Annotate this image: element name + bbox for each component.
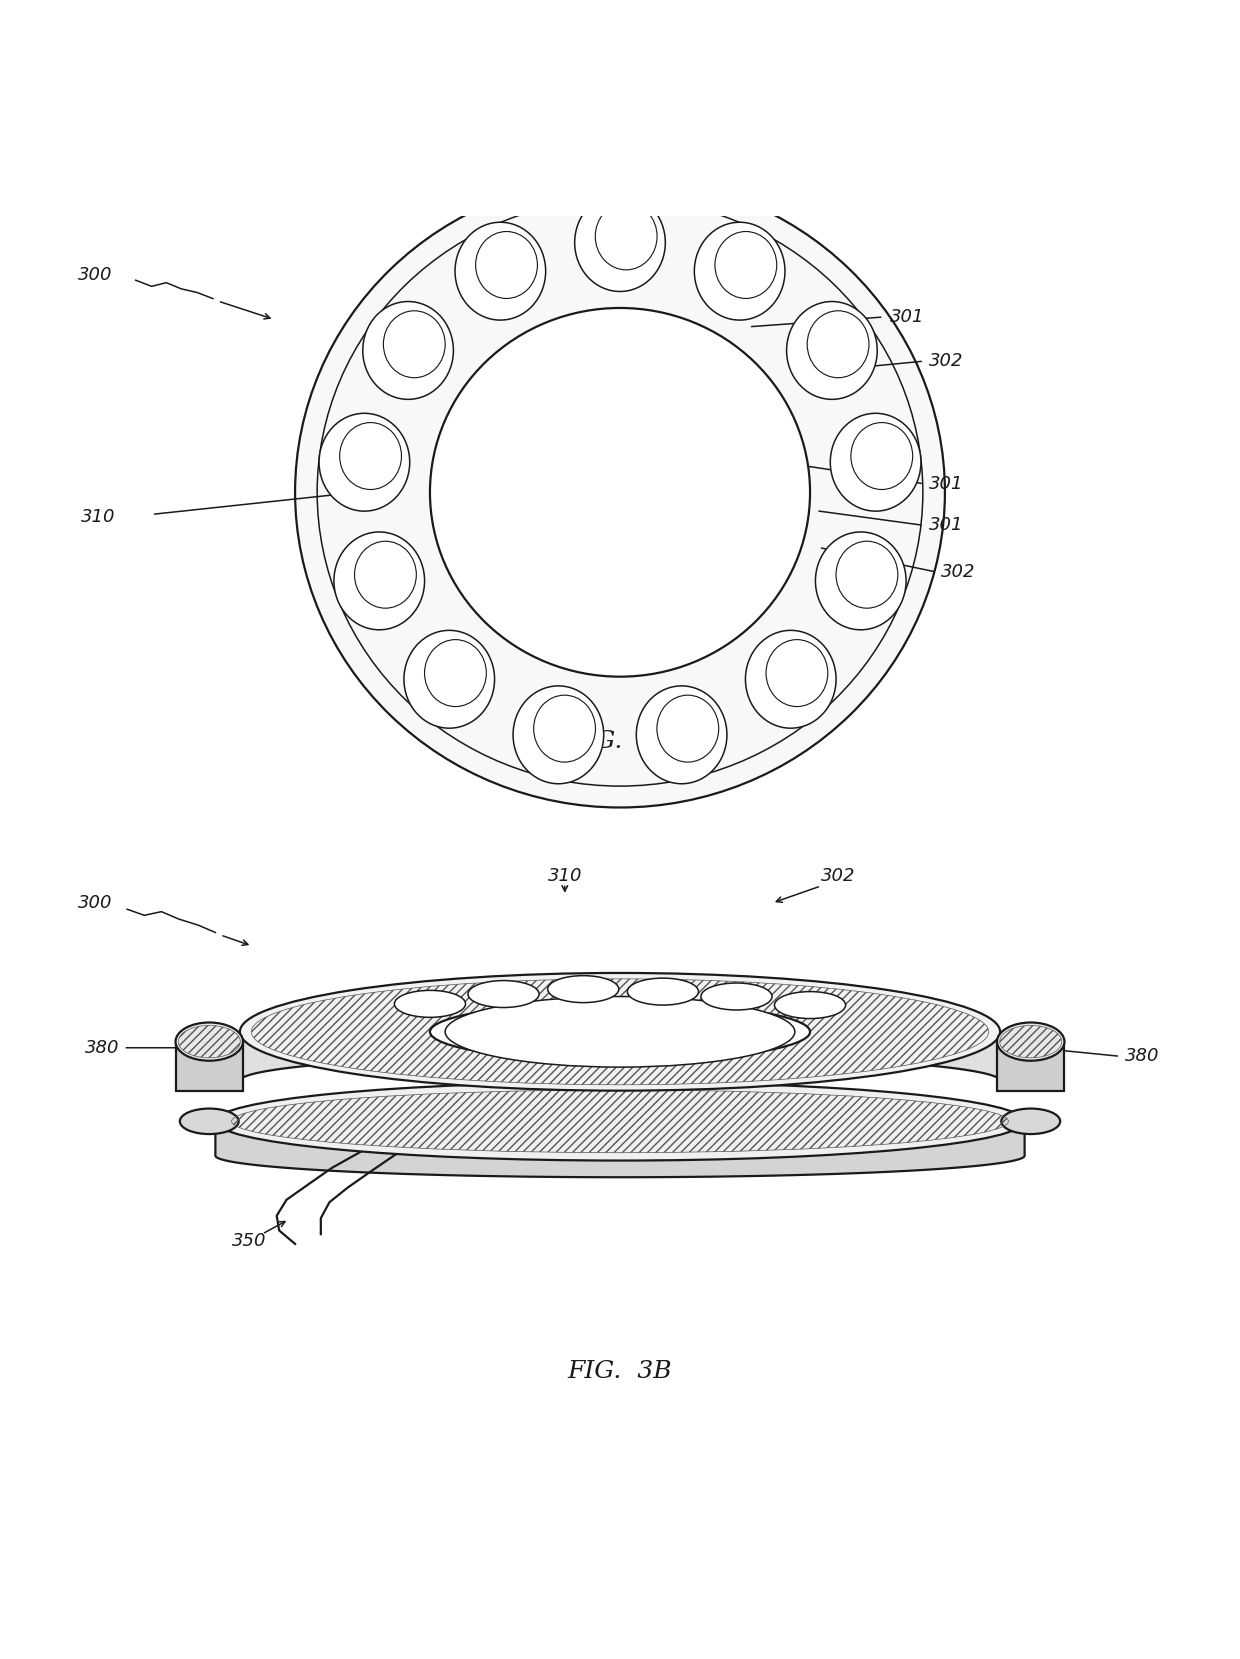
Text: 380: 380 — [1125, 1047, 1159, 1065]
Ellipse shape — [775, 992, 846, 1019]
Text: FIG.  3B: FIG. 3B — [568, 1360, 672, 1384]
Ellipse shape — [1002, 1108, 1060, 1135]
Ellipse shape — [363, 302, 454, 400]
Ellipse shape — [694, 222, 785, 320]
Ellipse shape — [176, 1022, 243, 1060]
Text: 310: 310 — [81, 508, 115, 526]
Ellipse shape — [636, 685, 727, 783]
Ellipse shape — [239, 972, 1001, 1090]
Polygon shape — [997, 1044, 1064, 1090]
Ellipse shape — [394, 990, 465, 1017]
Ellipse shape — [467, 980, 539, 1007]
Text: 350: 350 — [232, 1233, 267, 1251]
Ellipse shape — [430, 309, 810, 677]
Ellipse shape — [180, 1108, 238, 1135]
Ellipse shape — [445, 997, 795, 1067]
Ellipse shape — [404, 630, 495, 728]
Ellipse shape — [430, 1002, 810, 1062]
Ellipse shape — [319, 413, 409, 511]
Text: 310: 310 — [548, 868, 582, 886]
Ellipse shape — [216, 1082, 1024, 1161]
Ellipse shape — [334, 533, 424, 630]
Text: 330: 330 — [603, 1125, 637, 1143]
Text: 302: 302 — [941, 562, 976, 581]
Text: 301: 301 — [929, 474, 963, 493]
Ellipse shape — [701, 984, 773, 1010]
Text: 300: 300 — [78, 894, 113, 912]
Text: 380: 380 — [86, 1039, 120, 1057]
Text: 302: 302 — [929, 352, 963, 370]
Ellipse shape — [816, 533, 906, 630]
Ellipse shape — [627, 979, 698, 1005]
Text: 300: 300 — [78, 267, 113, 284]
Ellipse shape — [786, 302, 877, 400]
Ellipse shape — [745, 630, 836, 728]
Ellipse shape — [455, 222, 546, 320]
Ellipse shape — [997, 1022, 1064, 1060]
Text: FIG.  3A: FIG. 3A — [568, 730, 672, 753]
Ellipse shape — [295, 178, 945, 808]
Ellipse shape — [831, 413, 921, 511]
Ellipse shape — [574, 194, 666, 292]
Ellipse shape — [548, 975, 619, 1002]
Polygon shape — [239, 1005, 1001, 1082]
Text: 301: 301 — [929, 516, 963, 534]
Polygon shape — [176, 1044, 243, 1090]
Text: 301: 301 — [890, 309, 924, 325]
Ellipse shape — [513, 685, 604, 783]
Text: 302: 302 — [821, 868, 856, 886]
Polygon shape — [216, 1121, 1024, 1178]
